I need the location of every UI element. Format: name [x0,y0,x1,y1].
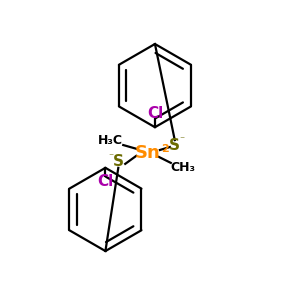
Text: Cl: Cl [97,174,113,189]
Text: H₃C: H₃C [98,134,123,147]
Text: 2: 2 [161,144,169,154]
Text: S: S [169,137,180,152]
Text: S: S [113,154,124,169]
Text: Cl: Cl [147,106,163,121]
Text: CH₃: CH₃ [170,161,195,174]
Text: ⁻: ⁻ [179,135,184,145]
Text: Sn: Sn [135,144,161,162]
Text: ⁻: ⁻ [109,152,114,162]
